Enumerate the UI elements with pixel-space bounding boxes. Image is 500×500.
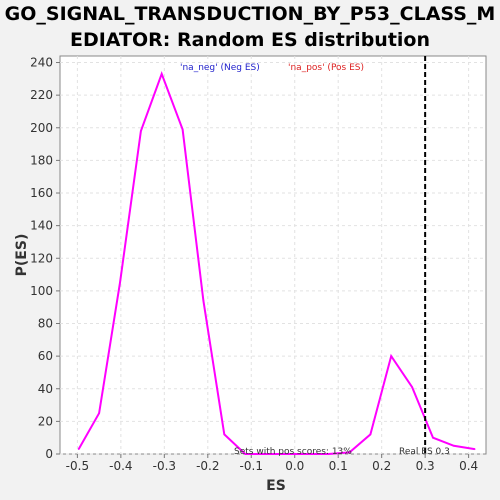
y-tick-label: 100 — [30, 284, 53, 298]
y-tick-label: 40 — [38, 382, 53, 396]
x-tick-label: -0.1 — [240, 459, 263, 473]
es-data-point — [370, 434, 372, 436]
y-tick-label: 180 — [30, 153, 53, 167]
x-tick-label: -0.4 — [109, 459, 132, 473]
y-tick-label: 120 — [30, 251, 53, 265]
y-tick-label: 20 — [38, 414, 53, 428]
es-data-point — [182, 129, 184, 131]
es-data-point — [453, 445, 455, 447]
legend-pos-label: 'na_pos' (Pos ES) — [288, 63, 364, 73]
y-tick-label: 140 — [30, 219, 53, 233]
y-tick-label: 240 — [30, 56, 53, 70]
x-tick-label: 0.1 — [329, 459, 348, 473]
es-data-point — [474, 448, 476, 450]
x-axis-label: ES — [266, 478, 286, 494]
x-tick-label: 0.2 — [372, 459, 391, 473]
y-tick-label: 220 — [30, 88, 53, 102]
y-tick-label: 80 — [38, 317, 53, 331]
es-data-point — [98, 412, 100, 414]
es-data-point — [411, 386, 413, 388]
y-tick-label: 160 — [30, 186, 53, 200]
x-tick-label: -0.3 — [153, 459, 176, 473]
x-tick-label: 0.0 — [285, 459, 304, 473]
es-data-point — [390, 355, 392, 357]
es-data-point — [78, 448, 80, 450]
x-tick-label: 0.3 — [416, 459, 435, 473]
es-data-point — [224, 434, 226, 436]
y-tick-label: 200 — [30, 121, 53, 135]
x-tick-label: -0.5 — [66, 459, 89, 473]
real-es-annotation: Real ES 0.3 — [399, 447, 450, 457]
es-data-point — [161, 73, 163, 75]
legend-neg-label: 'na_neg' (Neg ES) — [180, 63, 260, 73]
sets-pos-scores-annotation: Sets with pos scores: 13% — [234, 447, 352, 457]
x-tick-label: 0.4 — [459, 459, 478, 473]
es-data-point — [432, 437, 434, 439]
y-tick-label: 60 — [38, 349, 53, 363]
y-tick-label: 0 — [45, 447, 53, 461]
es-data-point — [140, 130, 142, 132]
y-axis-label: P(ES) — [14, 234, 30, 277]
es-data-point — [203, 300, 205, 302]
x-tick-label: -0.2 — [196, 459, 219, 473]
es-data-point — [119, 282, 121, 284]
